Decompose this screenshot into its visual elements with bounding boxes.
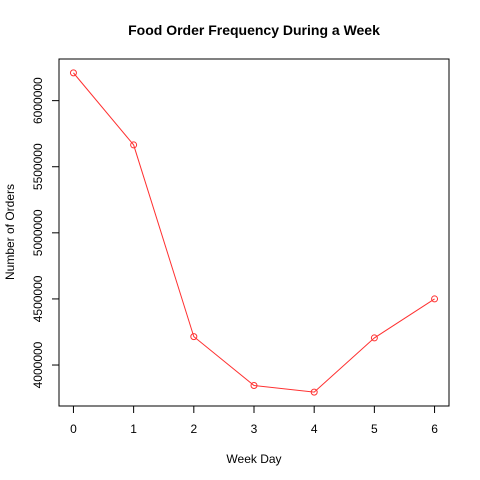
x-tick-label: 2 xyxy=(190,422,197,436)
data-point xyxy=(431,295,439,303)
x-tick-label: 4 xyxy=(311,422,318,436)
data-point xyxy=(130,141,138,149)
y-tick-label: 4000000 xyxy=(31,341,45,388)
plot-frame xyxy=(58,58,450,407)
x-tick-label: 3 xyxy=(251,422,258,436)
y-tick-label: 5500000 xyxy=(31,143,45,190)
data-point xyxy=(310,388,318,396)
y-tick-label: 4500000 xyxy=(31,275,45,322)
y-axis: 4000000 4500000 5000000 5500000 6000000 xyxy=(31,77,59,388)
data-point xyxy=(370,334,378,342)
data-point xyxy=(190,333,198,341)
x-axis: 0 1 2 3 4 5 6 xyxy=(70,406,438,436)
data-point xyxy=(250,382,258,390)
y-tick-label: 5000000 xyxy=(31,209,45,256)
y-tick-label: 6000000 xyxy=(31,77,45,124)
x-tick-label: 5 xyxy=(371,422,378,436)
data-point xyxy=(69,69,77,77)
x-tick-label: 0 xyxy=(70,422,77,436)
series-points xyxy=(69,69,439,396)
series-line xyxy=(73,72,435,393)
y-axis-label: Number of Orders xyxy=(3,184,17,280)
x-tick-label: 6 xyxy=(431,422,438,436)
x-tick-label: 1 xyxy=(130,422,137,436)
chart-title: Food Order Frequency During a Week xyxy=(128,22,380,38)
x-axis-label: Week Day xyxy=(226,452,281,466)
